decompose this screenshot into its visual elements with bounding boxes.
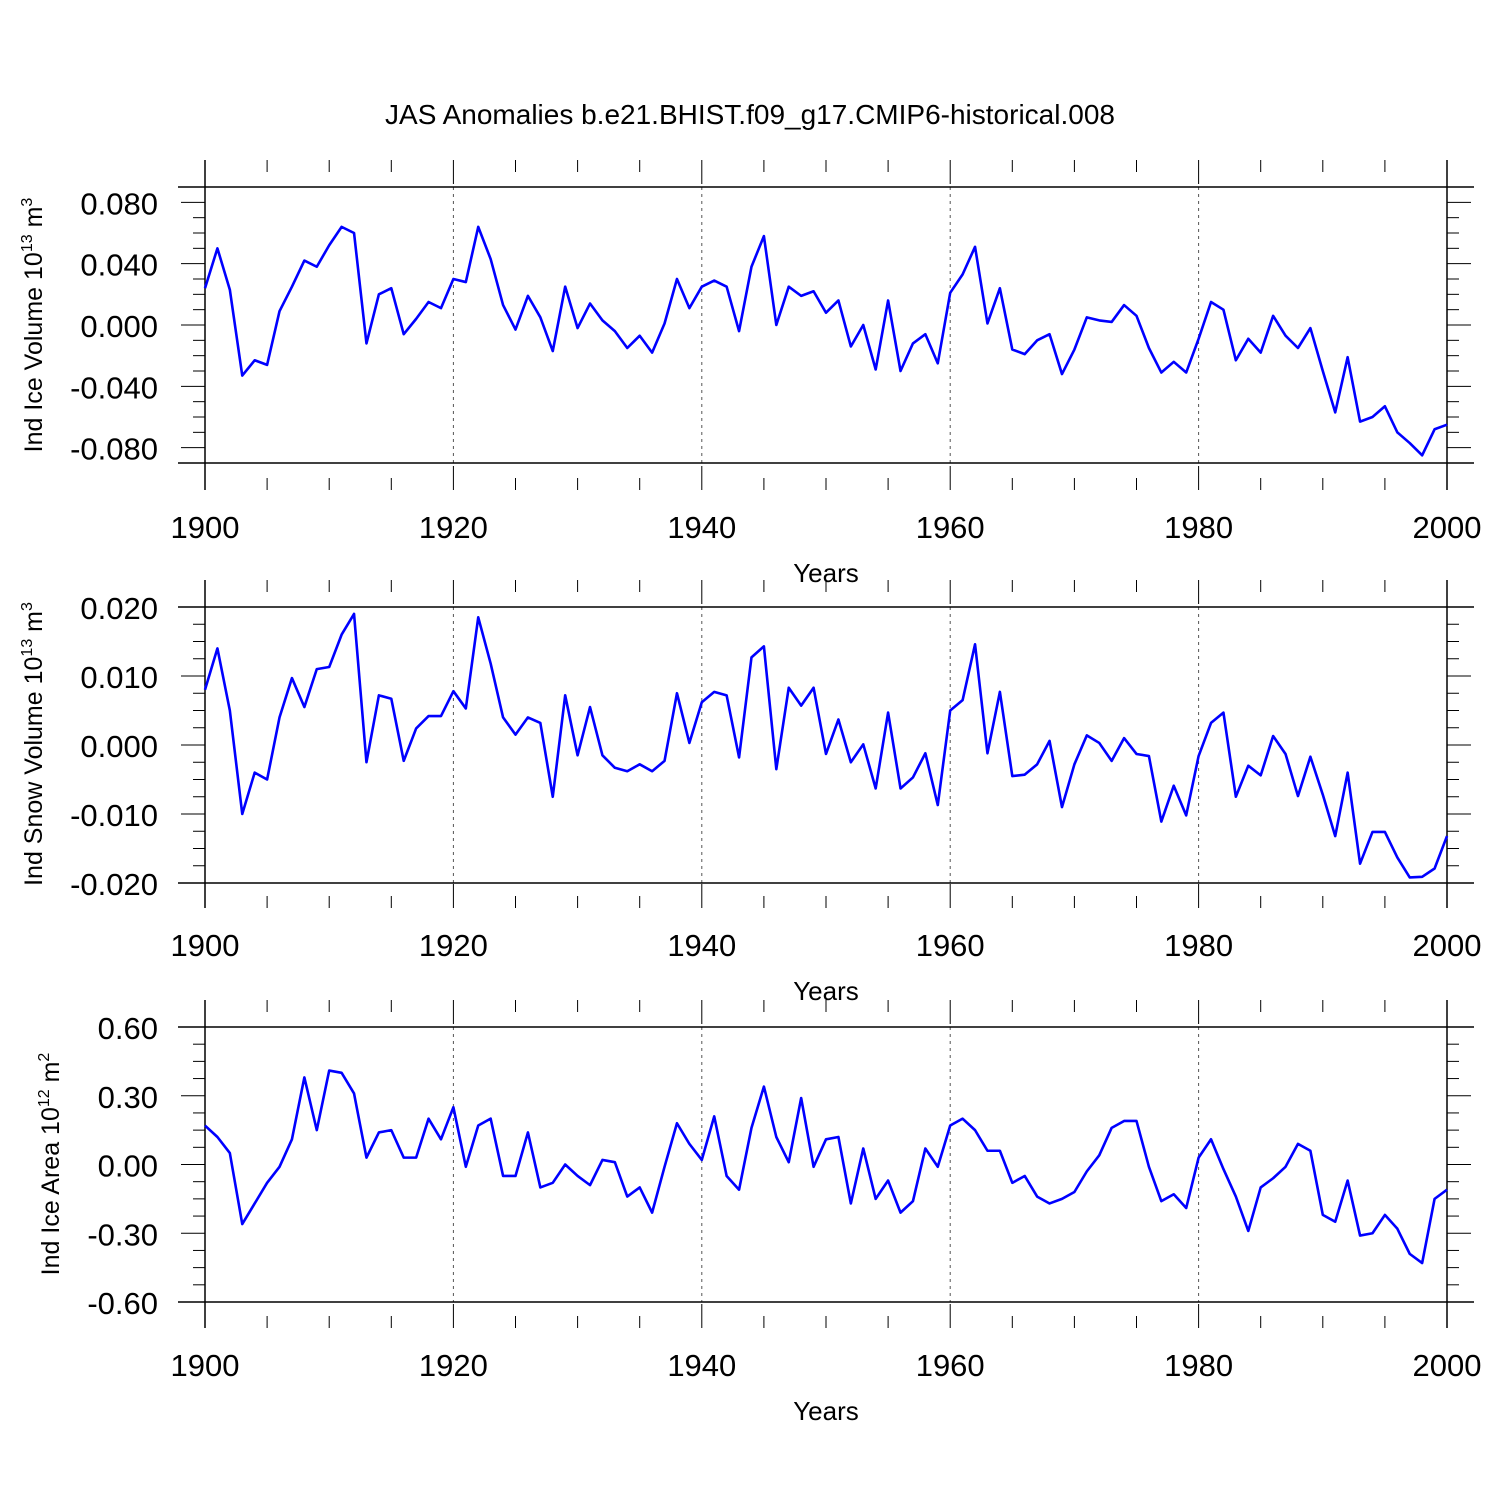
y-axis-title: Ind Snow Volume 1013 m3 bbox=[19, 602, 48, 886]
y-tick-label: -0.60 bbox=[87, 1286, 158, 1321]
x-tick-label: 2000 bbox=[1413, 928, 1482, 963]
y-tick-label: -0.080 bbox=[70, 432, 158, 467]
figure-title: JAS Anomalies b.e21.BHIST.f09_g17.CMIP6-… bbox=[385, 99, 1115, 130]
x-tick-label: 1940 bbox=[667, 510, 736, 545]
panel-2: 0.020 0.010 0.000 -0.010 -0.020 1900 1920 1940 1… bbox=[19, 580, 1481, 1006]
x-tick-label: 1940 bbox=[667, 928, 736, 963]
y-tick-label: 0.000 bbox=[80, 729, 158, 764]
y-tick-label: -0.040 bbox=[70, 370, 158, 405]
x-tick-label: 1940 bbox=[667, 1348, 736, 1383]
y-tick-label: 0.020 bbox=[80, 591, 158, 626]
y-title-unit: m bbox=[20, 611, 48, 639]
x-tick-label: 1960 bbox=[916, 1348, 985, 1383]
x-tick-label: 1920 bbox=[419, 510, 488, 545]
y-title-unit-exponent: 3 bbox=[19, 602, 36, 611]
y-tick-label: 0.080 bbox=[80, 186, 158, 221]
y-tick-label: -0.010 bbox=[70, 798, 158, 833]
y-title-text: Ind Ice Volume 10 bbox=[20, 252, 48, 452]
series-line-3-1 bbox=[204, 1069, 1448, 1265]
x-tick-label: 1900 bbox=[171, 928, 240, 963]
y-title-unit: m bbox=[37, 1062, 65, 1090]
y-title-text: Ind Ice Area 10 bbox=[37, 1107, 65, 1275]
x-tick-label: 1920 bbox=[419, 928, 488, 963]
x-tick-label: 1900 bbox=[171, 1348, 240, 1383]
y-tick-label: -0.30 bbox=[87, 1217, 158, 1252]
x-tick-label: 2000 bbox=[1413, 1348, 1482, 1383]
y-tick-label: 0.010 bbox=[80, 660, 158, 695]
y-title-exponent: 13 bbox=[19, 234, 36, 252]
y-tick-label: 0.00 bbox=[98, 1149, 158, 1184]
y-tick-label: 0.040 bbox=[80, 248, 158, 283]
y-title-exponent: 13 bbox=[19, 639, 36, 657]
x-tick-label: 1960 bbox=[916, 928, 985, 963]
x-tick-label: 1900 bbox=[171, 510, 240, 545]
x-tick-label: 2000 bbox=[1413, 510, 1482, 545]
x-tick-label: 1980 bbox=[1164, 928, 1233, 963]
y-tick-label: 0.000 bbox=[80, 309, 158, 344]
y-tick-label: 0.60 bbox=[98, 1011, 158, 1046]
y-tick-label: -0.020 bbox=[70, 867, 158, 902]
y-axis-title: Ind Ice Volume 1013 m3 bbox=[19, 198, 48, 453]
y-axis-title: Ind Ice Area 1012 m2 bbox=[36, 1053, 65, 1276]
x-tick-label: 1980 bbox=[1164, 1348, 1233, 1383]
series-line-2-1 bbox=[203, 612, 1449, 879]
x-tick-label: 1920 bbox=[419, 1348, 488, 1383]
y-title-text: Ind Snow Volume 10 bbox=[20, 657, 48, 886]
y-title-exponent: 12 bbox=[36, 1089, 53, 1107]
x-axis-title: Years bbox=[793, 1396, 859, 1426]
panel-3: 0.60 0.30 0.00 -0.30 -0.60 1900 1920 1940 1960 19… bbox=[36, 1000, 1481, 1426]
x-tick-label: 1980 bbox=[1164, 510, 1233, 545]
y-title-unit-exponent: 2 bbox=[36, 1053, 53, 1062]
series-line-1-1 bbox=[203, 225, 1448, 457]
x-tick-label: 1960 bbox=[916, 510, 985, 545]
panel-1: 0.080 0.040 0.000 -0.040 -0.080 1900 1920 1940 1… bbox=[19, 160, 1481, 588]
y-tick-label: 0.30 bbox=[98, 1080, 158, 1115]
y-title-unit-exponent: 3 bbox=[19, 198, 36, 207]
y-title-unit: m bbox=[20, 207, 48, 235]
